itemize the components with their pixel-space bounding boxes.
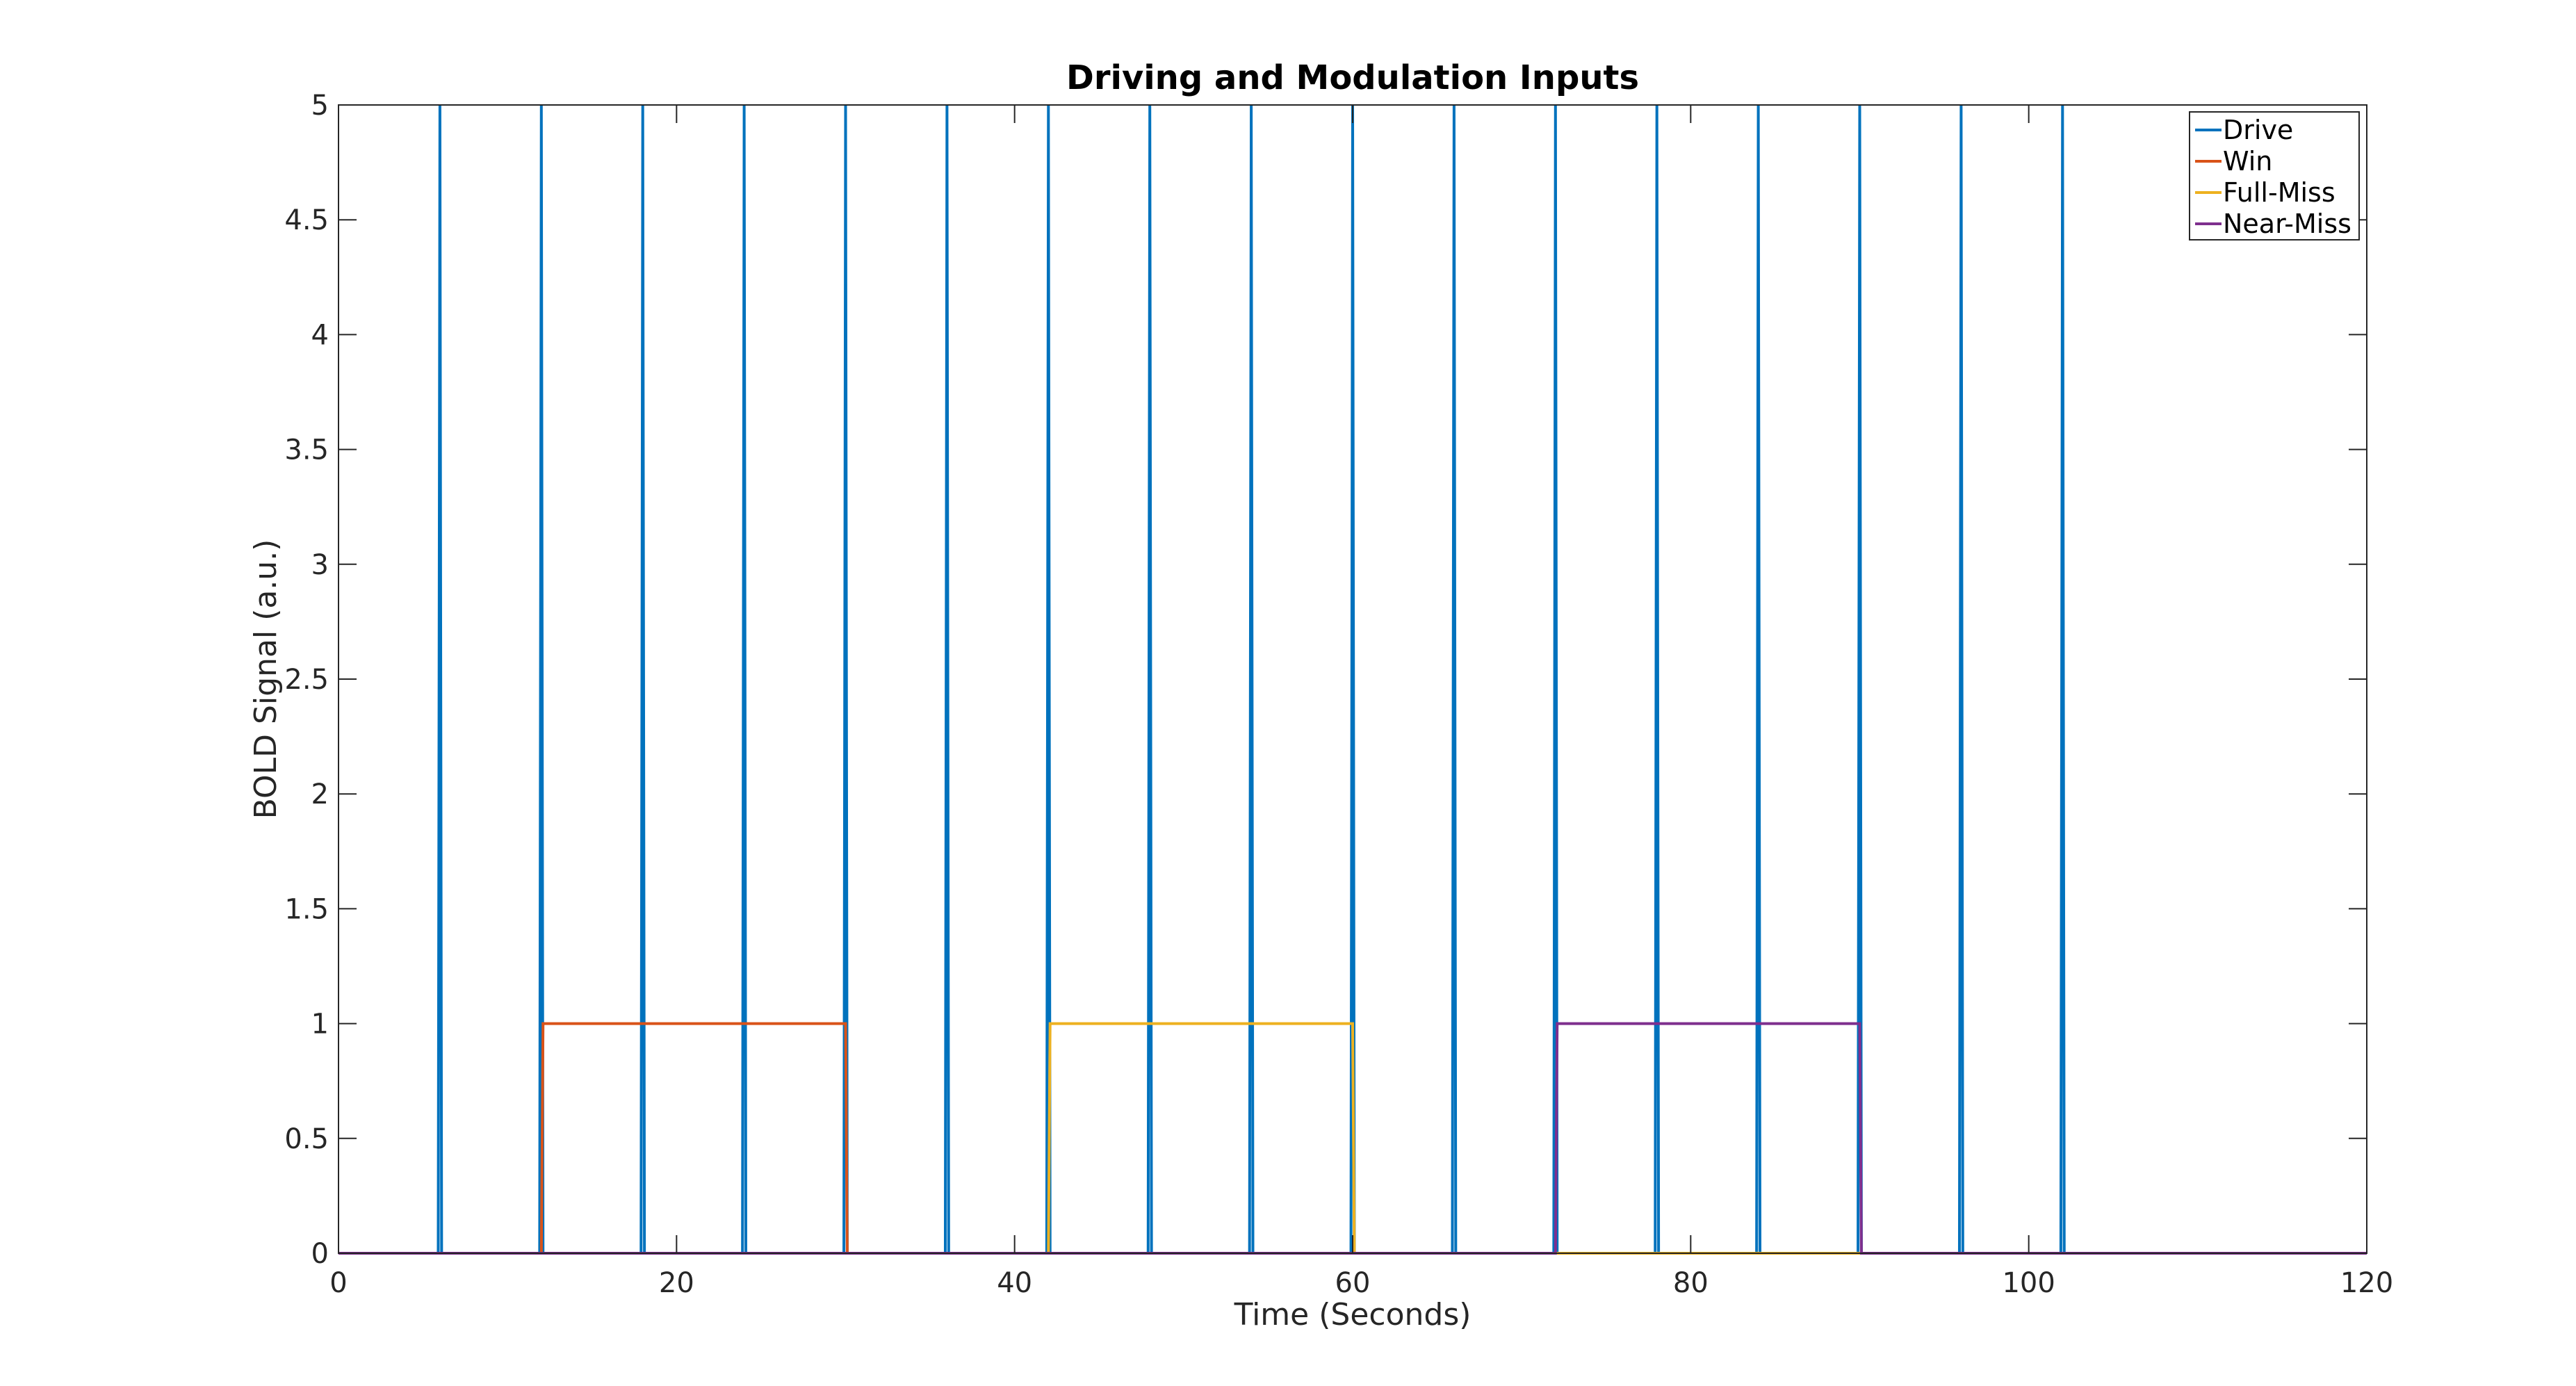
y-tick-label: 3.5 xyxy=(284,434,329,466)
y-tick-label: 0 xyxy=(311,1238,329,1270)
x-axis-title: Time (Seconds) xyxy=(1234,1297,1472,1332)
chart-title: Driving and Modulation Inputs xyxy=(1066,58,1639,97)
x-tick-label: 60 xyxy=(1335,1267,1371,1299)
y-tick-label: 4.5 xyxy=(284,204,329,236)
x-tick-labels: 0 20 40 60 80 100 120 xyxy=(329,1267,2393,1299)
x-tick-label: 80 xyxy=(1673,1267,1709,1299)
y-tick-label: 2.5 xyxy=(284,664,329,696)
legend-label-near-miss: Near-Miss xyxy=(2223,209,2351,239)
x-tick-label: 20 xyxy=(659,1267,694,1299)
y-tick-label: 5 xyxy=(311,90,329,122)
y-tick-label: 4 xyxy=(311,319,329,351)
y-tick-label: 3 xyxy=(311,549,329,581)
legend-label-drive: Drive xyxy=(2223,115,2293,145)
y-tick-label: 1.5 xyxy=(284,893,329,925)
legend-label-win: Win xyxy=(2223,146,2272,177)
x-tick-label: 40 xyxy=(997,1267,1032,1299)
legend-label-full-miss: Full-Miss xyxy=(2223,177,2335,208)
y-tick-label: 0.5 xyxy=(284,1123,329,1155)
x-tick-label: 0 xyxy=(329,1267,347,1299)
legend-box xyxy=(2189,111,2360,240)
y-tick-label: 2 xyxy=(311,778,329,810)
x-tick-label: 100 xyxy=(2002,1267,2055,1299)
x-tick-label: 120 xyxy=(2340,1267,2393,1299)
y-axis-title: BOLD Signal (a.u.) xyxy=(248,539,284,820)
y-tick-labels: 0 0.5 1 1.5 2 2.5 3 3.5 4 4.5 5 xyxy=(284,90,329,1270)
plot-area xyxy=(338,104,2367,1255)
axes-box xyxy=(338,104,2367,1254)
y-tick-label: 1 xyxy=(311,1009,329,1041)
